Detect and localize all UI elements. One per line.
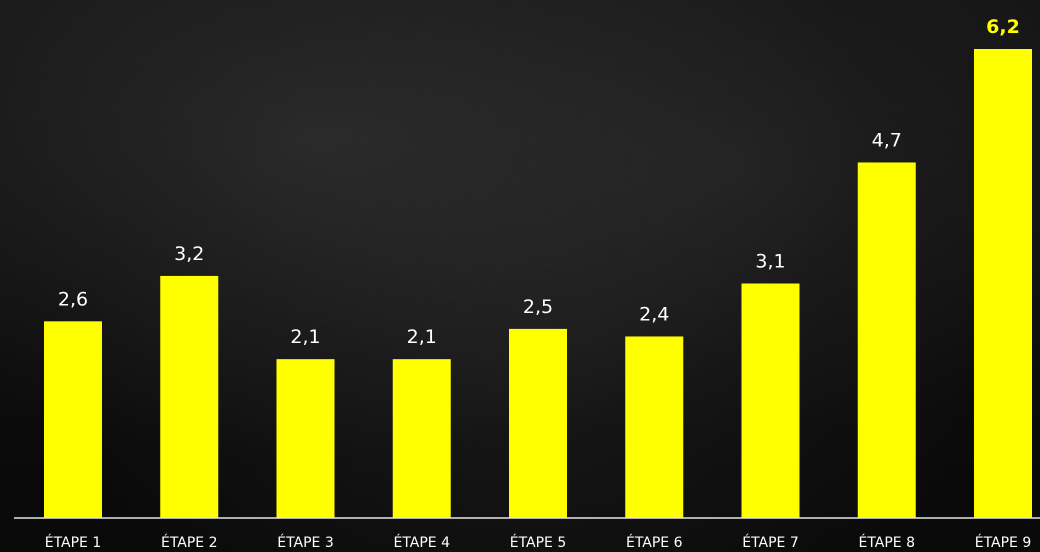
bars-group	[44, 49, 1032, 518]
bar-1	[44, 321, 102, 518]
value-label-1: 2,6	[58, 288, 88, 310]
bar-3	[276, 359, 335, 518]
bar-9	[974, 49, 1032, 518]
bar-8	[857, 162, 916, 518]
bar-7	[741, 283, 800, 518]
value-label-9: 6,2	[986, 16, 1020, 38]
value-label-3: 2,1	[290, 326, 320, 348]
value-label-2: 3,2	[174, 243, 204, 265]
bar-4	[392, 359, 451, 518]
bar-2	[160, 275, 219, 518]
x-tick-label-3: ÉTAPE 3	[277, 534, 334, 551]
x-tick-label-8: ÉTAPE 8	[858, 534, 915, 551]
value-label-6: 2,4	[639, 303, 669, 325]
value-label-5: 2,5	[523, 296, 553, 318]
x-tick-label-7: ÉTAPE 7	[742, 534, 799, 551]
bar-5	[509, 328, 567, 518]
x-tick-label-9: ÉTAPE 9	[975, 534, 1032, 551]
x-tick-label-4: ÉTAPE 4	[393, 534, 450, 551]
value-label-7: 3,1	[755, 251, 785, 273]
value-labels-group: 2,6 3,2 2,1 2,1 2,5 2,4 3,1 4,7 6,2	[58, 16, 1020, 348]
value-label-4: 2,1	[407, 326, 437, 348]
x-tick-label-6: ÉTAPE 6	[626, 534, 683, 551]
bar-6	[625, 336, 684, 518]
value-label-8: 4,7	[872, 129, 902, 151]
x-tick-label-2: ÉTAPE 2	[161, 534, 218, 551]
x-tick-labels-group: ÉTAPE 1 ÉTAPE 2 ÉTAPE 3 ÉTAPE 4 ÉTAPE 5 ÉTAPE…	[45, 534, 1032, 551]
x-tick-label-5: ÉTAPE 5	[510, 534, 567, 551]
x-tick-label-1: ÉTAPE 1	[45, 534, 102, 551]
